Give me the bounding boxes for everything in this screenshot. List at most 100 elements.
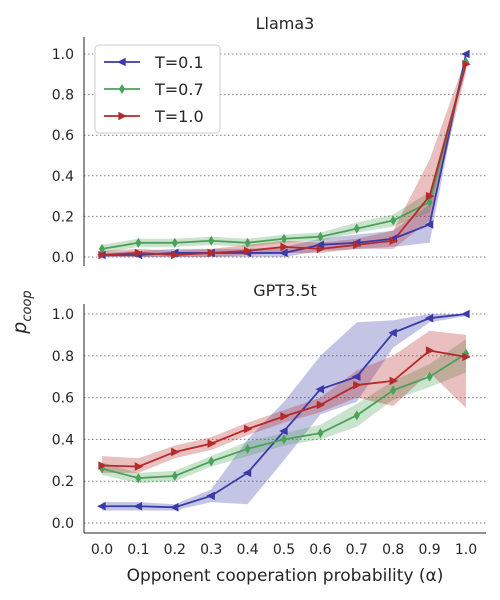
data-point bbox=[317, 428, 324, 439]
x-tick-label: 0.7 bbox=[346, 542, 368, 558]
bands-gpt35t bbox=[102, 314, 466, 511]
markers-llama3 bbox=[97, 49, 471, 260]
legend-marker bbox=[118, 111, 127, 121]
x-tick-label: 0.9 bbox=[418, 542, 440, 558]
data-point bbox=[279, 248, 288, 258]
data-point bbox=[353, 410, 360, 421]
data-point bbox=[243, 424, 253, 434]
data-point bbox=[388, 328, 397, 338]
data-point bbox=[390, 385, 397, 396]
data-point bbox=[315, 384, 325, 394]
y-tick-label: 0.6 bbox=[52, 128, 74, 144]
markers-gpt35t bbox=[97, 309, 471, 512]
legend: T=0.1 T=0.7 T=1.0 bbox=[94, 44, 221, 134]
y-tick-label: 0.4 bbox=[52, 169, 74, 185]
grid-llama3 bbox=[84, 53, 486, 258]
data-point bbox=[135, 237, 142, 248]
legend-box bbox=[94, 44, 221, 134]
data-point bbox=[171, 470, 178, 481]
data-point bbox=[424, 220, 434, 229]
data-point bbox=[242, 468, 252, 478]
data-point bbox=[244, 237, 251, 248]
data-point bbox=[462, 59, 471, 69]
x-tick-label: 0.5 bbox=[273, 542, 295, 558]
data-point bbox=[134, 462, 144, 471]
data-point bbox=[208, 456, 215, 467]
data-point bbox=[461, 49, 470, 59]
y-tick-label: 1.0 bbox=[52, 47, 74, 63]
x-tick-label: 0.4 bbox=[236, 542, 258, 558]
data-point bbox=[279, 426, 288, 436]
data-point bbox=[425, 346, 435, 355]
data-point bbox=[98, 250, 107, 260]
y-tick-label: 0.0 bbox=[52, 250, 74, 266]
y-tick-label: 0.2 bbox=[52, 209, 74, 225]
data-point bbox=[389, 236, 399, 246]
panel-llama3: Llama3 0.0 0.2 0.4 0.6 0.8 1.0 T=0.1 T=0.7 T=1.… bbox=[52, 14, 486, 266]
data-point bbox=[243, 246, 253, 256]
data-point bbox=[461, 309, 470, 319]
data-point bbox=[133, 502, 143, 511]
x-axis-label: Opponent cooperation probability (α) bbox=[127, 566, 444, 586]
x-tick-label: 0.0 bbox=[91, 542, 113, 558]
x-tick-label: 0.2 bbox=[164, 542, 186, 558]
confidence-band-T=1.0 bbox=[102, 330, 466, 473]
x-tick-label: 0.1 bbox=[127, 542, 149, 558]
panel-title-gpt35t: GPT3.5t bbox=[253, 281, 317, 300]
x-tick-label: 0.8 bbox=[382, 542, 404, 558]
legend-marker bbox=[118, 84, 126, 94]
data-point bbox=[208, 235, 215, 246]
data-point bbox=[316, 244, 326, 254]
x-ticks: 0.0 0.1 0.2 0.3 0.4 0.5 0.6 0.7 0.8 0.9 1.0 bbox=[91, 542, 477, 558]
data-point bbox=[280, 242, 289, 252]
data-point bbox=[353, 223, 360, 234]
y-tick-label: 1.0 bbox=[52, 307, 74, 323]
data-point bbox=[426, 371, 433, 382]
data-point bbox=[426, 197, 433, 208]
panel-title-llama3: Llama3 bbox=[256, 14, 315, 33]
y-tick-label: 0.6 bbox=[52, 391, 74, 407]
legend-label: T=0.1 bbox=[154, 53, 204, 72]
data-point bbox=[171, 250, 180, 260]
panel-gpt35t: GPT3.5t 0.00.20.40.60.81.0 0.0 0.1 0.2 0.3 0… bbox=[52, 281, 486, 558]
y-ticks-llama3: 0.0 0.2 0.4 0.6 0.8 1.0 bbox=[52, 47, 74, 266]
legend-label: T=1.0 bbox=[154, 107, 204, 126]
data-point bbox=[207, 248, 217, 258]
data-point bbox=[462, 352, 471, 362]
data-point bbox=[353, 240, 362, 250]
y-ticks-gpt35t: 0.0 0.2 0.4 0.6 0.8 1.0 bbox=[52, 307, 74, 532]
data-point bbox=[171, 237, 178, 248]
data-point bbox=[135, 473, 142, 484]
data-point bbox=[98, 461, 107, 470]
data-point bbox=[207, 439, 217, 448]
y-tick-label: 0.8 bbox=[52, 88, 74, 104]
x-tick-label: 1.0 bbox=[455, 542, 477, 558]
data-point bbox=[280, 434, 288, 445]
data-point bbox=[280, 233, 288, 244]
data-point bbox=[280, 412, 289, 421]
data-point bbox=[389, 376, 399, 386]
y-axis-label: pcoop bbox=[9, 290, 35, 334]
data-point bbox=[390, 215, 397, 226]
bands-llama3 bbox=[102, 54, 466, 258]
data-point bbox=[171, 447, 180, 457]
confidence-band-T=0.1 bbox=[102, 314, 466, 511]
confidence-band-T=0.1 bbox=[102, 54, 466, 257]
data-point bbox=[351, 372, 361, 381]
data-point bbox=[97, 502, 106, 511]
data-point bbox=[317, 231, 324, 242]
y-tick-label: 0.4 bbox=[52, 432, 74, 448]
x-tick-label: 0.3 bbox=[200, 542, 222, 558]
data-point bbox=[316, 400, 326, 410]
data-point bbox=[425, 191, 435, 201]
y-tick-label: 0.8 bbox=[52, 349, 74, 365]
data-point bbox=[206, 491, 215, 501]
data-point bbox=[244, 443, 251, 454]
data-point bbox=[424, 313, 434, 323]
data-point bbox=[169, 503, 179, 512]
y-tick-label: 0.2 bbox=[52, 474, 74, 490]
data-point bbox=[134, 248, 144, 258]
x-tick-label: 0.6 bbox=[309, 542, 331, 558]
y-tick-label: 0.0 bbox=[52, 516, 74, 532]
